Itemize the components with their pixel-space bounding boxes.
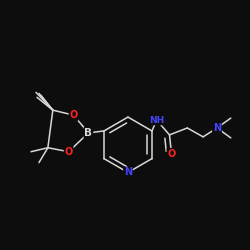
Text: NH: NH [149,116,164,124]
Text: N: N [213,123,221,133]
Text: B: B [84,128,92,138]
Text: N: N [124,168,132,177]
Text: O: O [167,149,175,159]
Text: O: O [70,110,78,120]
Text: O: O [64,147,73,157]
